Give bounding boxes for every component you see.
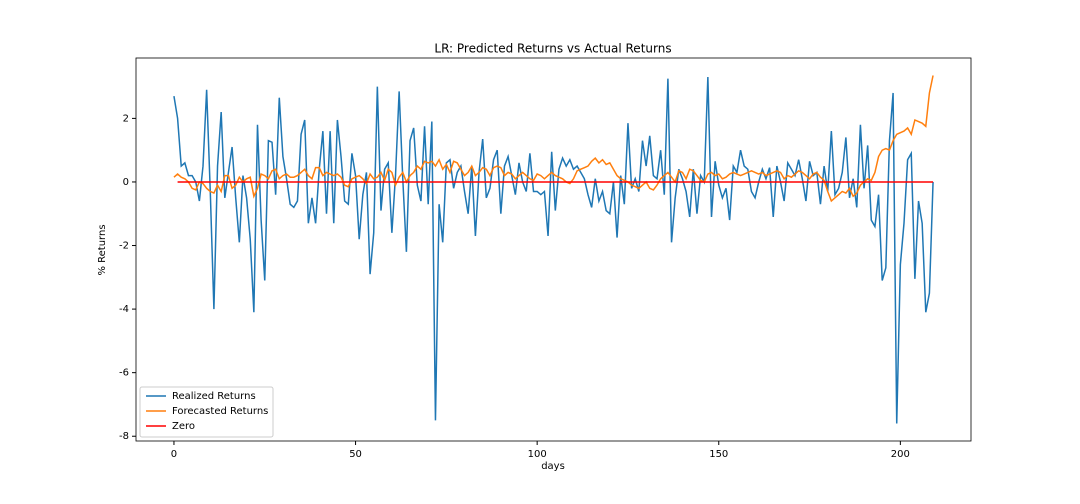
line-series — [173, 75, 934, 203]
x-tick-label: 200 — [891, 449, 910, 460]
x-tick-label: 150 — [709, 449, 728, 460]
y-tick-label: -4 — [119, 304, 129, 315]
chart-title: LR: Predicted Returns vs Actual Returns — [434, 42, 671, 56]
y-tick-label: 0 — [123, 177, 129, 188]
x-tick-label: 50 — [349, 449, 362, 460]
plot-frame — [135, 57, 972, 442]
y-tick-label: 2 — [123, 113, 129, 124]
y-tick-label: -6 — [119, 368, 129, 379]
y-tick-label: -8 — [119, 431, 129, 442]
x-tick-label: 100 — [528, 449, 547, 460]
legend-label: Zero — [172, 421, 195, 432]
legend-box — [139, 386, 274, 438]
y-tick-label: -2 — [119, 241, 129, 252]
x-axis-label: days — [541, 461, 565, 472]
line-series — [173, 77, 934, 424]
y-axis-label: % Returns — [97, 224, 108, 275]
x-tick-label: 0 — [171, 449, 177, 460]
legend-label: Realized Returns — [172, 391, 256, 402]
legend-label: Forecasted Returns — [172, 406, 268, 417]
